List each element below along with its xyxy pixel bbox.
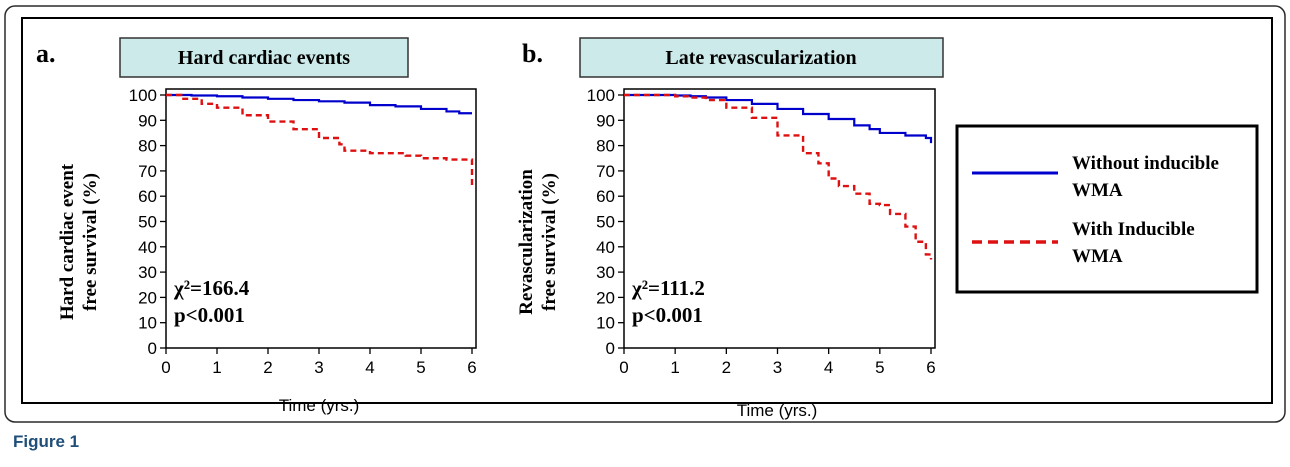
legend-label-without-line1: Without inducible xyxy=(1072,153,1219,174)
panel-b-ytick-label: 80 xyxy=(596,137,615,156)
panel-a-title-box xyxy=(119,37,409,78)
panel-b-ytick-label: 30 xyxy=(596,263,615,282)
panel-b-xtick-label: 3 xyxy=(773,358,782,377)
panel-a-ytick-label: 50 xyxy=(138,213,157,232)
panel-a-xlabel: Time (yrs.) xyxy=(279,396,360,415)
panel-a-xtick-label: 4 xyxy=(365,358,374,377)
panel-b-chi: χ²=111.2 xyxy=(631,276,705,300)
legend: Without inducible WMA With Inducible WMA xyxy=(955,124,1259,294)
panel-b-ytick-label: 90 xyxy=(596,111,615,130)
panel-b: b. Late revascularization Revascularizat… xyxy=(516,37,944,420)
panel-b-label: b. xyxy=(522,39,543,68)
panel-b-title: Late revascularization xyxy=(665,47,856,69)
panel-a-chi: χ²=166.4 xyxy=(173,276,250,300)
panel-a-xtick-label: 3 xyxy=(314,358,323,377)
panel-a-xtick-label: 6 xyxy=(467,358,476,377)
panel-a-series-with-wma xyxy=(166,93,474,189)
panel-b-ytick-label: 40 xyxy=(596,238,615,257)
panel-a-xtick-label: 5 xyxy=(416,358,425,377)
panel-b-ytick-label: 20 xyxy=(596,288,615,307)
panel-b-p: p<0.001 xyxy=(632,303,703,327)
panel-b-xtick-label: 6 xyxy=(926,358,935,377)
legend-box xyxy=(955,124,1259,294)
panel-a-ytick-label: 90 xyxy=(138,111,157,130)
panel-b-ytick-label: 0 xyxy=(606,339,615,358)
panel-b-plot-frame xyxy=(623,88,936,349)
legend-label-with-line1: With Inducible xyxy=(1072,219,1195,240)
legend-label-with-line2: WMA xyxy=(1072,246,1123,267)
panel-a-ytick-label: 60 xyxy=(138,187,157,206)
panel-a-ylabel-line1: Hard cardiac event xyxy=(57,163,78,320)
panel-b-plot: 0 10 20 30 40 50 60 70 80 90 100 0 1 2 3 4 5 6 xyxy=(587,86,936,377)
panel-a-ytick-label: 0 xyxy=(148,339,157,358)
figure-caption: Figure 1 xyxy=(13,432,80,451)
panel-b-series-with-wma xyxy=(624,93,933,260)
panel-b-ytick-label: 70 xyxy=(596,162,615,181)
panel-a-ylabel-line2: free survival (%) xyxy=(80,173,101,311)
panel-a-ytick-label: 40 xyxy=(138,238,157,257)
panel-b-ylabel-line2: free survival (%) xyxy=(539,173,560,311)
figure-frame xyxy=(4,5,1286,423)
panel-a-xtick-label: 2 xyxy=(263,358,272,377)
panel-a-ytick-label: 70 xyxy=(138,162,157,181)
panel-b-xtick-label: 0 xyxy=(619,358,628,377)
figure-inner-border xyxy=(21,17,1273,404)
panel-a-series-without-wma xyxy=(166,93,472,115)
panel-a-ytick-label: 10 xyxy=(138,314,157,333)
panel-a-ytick-label: 30 xyxy=(138,263,157,282)
panel-a-ytick-label: 100 xyxy=(129,86,157,105)
panel-b-xlabel: Time (yrs.) xyxy=(737,401,818,420)
panel-a: a. Hard cardiac events Hard cardiac even… xyxy=(36,37,477,415)
panel-b-xtick-label: 1 xyxy=(670,358,679,377)
panel-a-xtick-label: 1 xyxy=(212,358,221,377)
panel-b-xtick-label: 2 xyxy=(722,358,731,377)
panel-a-label: a. xyxy=(36,39,56,68)
panel-b-ytick-label: 50 xyxy=(596,213,615,232)
panel-a-plot-frame xyxy=(165,88,477,349)
panel-a-plot: 0 10 20 30 40 50 60 70 80 90 100 0 1 2 3 4 5 6 xyxy=(129,86,477,377)
panel-b-ytick-label: 100 xyxy=(587,86,615,105)
panel-a-ytick-label: 20 xyxy=(138,288,157,307)
panel-a-title: Hard cardiac events xyxy=(178,47,350,69)
panel-b-series-without-wma xyxy=(624,93,933,144)
panel-a-xtick-label: 0 xyxy=(161,358,170,377)
panel-b-ytick-label: 60 xyxy=(596,187,615,206)
panel-a-p: p<0.001 xyxy=(174,303,245,327)
panel-b-xtick-label: 4 xyxy=(824,358,833,377)
panel-b-ytick-label: 10 xyxy=(596,314,615,333)
panel-b-title-box xyxy=(579,37,944,78)
panel-b-xtick-label: 5 xyxy=(875,358,884,377)
panel-a-ytick-label: 80 xyxy=(138,137,157,156)
legend-label-without-line2: WMA xyxy=(1072,180,1123,201)
panel-b-ylabel-line1: Revascularization xyxy=(516,169,537,315)
